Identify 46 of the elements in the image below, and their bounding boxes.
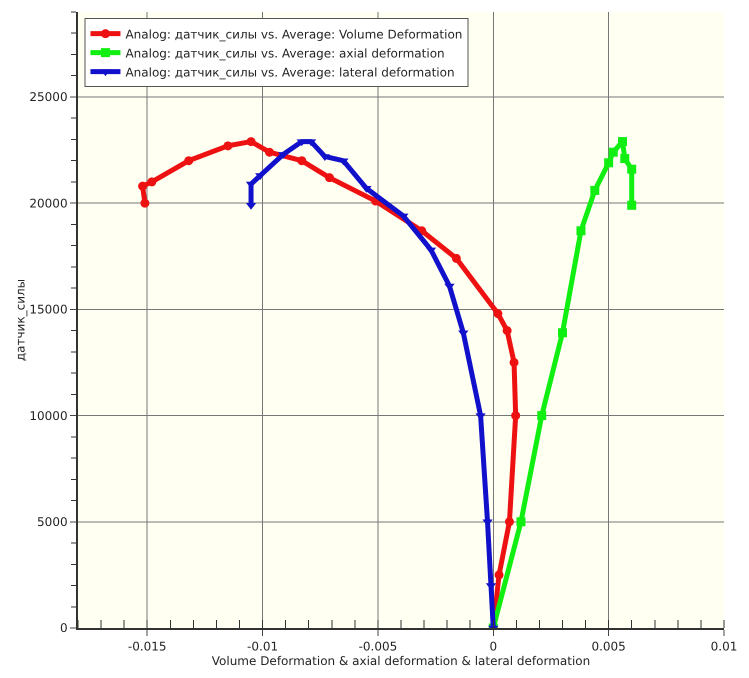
point (537, 411, 546, 420)
point (510, 358, 519, 367)
y-tick-label: 5000 (37, 514, 68, 529)
point (511, 411, 520, 420)
legend-label: Analog: датчик_силы vs. Average: Volume Deformation (125, 27, 462, 42)
point (184, 156, 194, 166)
x-tick-label: 0 (489, 639, 498, 654)
point (494, 570, 504, 580)
point (264, 148, 274, 157)
point (608, 148, 618, 157)
point (223, 141, 232, 150)
point (618, 137, 627, 146)
x-tick-label: -0.005 (358, 639, 398, 654)
point (297, 156, 306, 166)
point (296, 139, 307, 146)
x-axis-title: Volume Deformation & axial deformation & lateral deformation (212, 654, 590, 668)
y-axis-title: датчик_силы (13, 278, 28, 362)
point (604, 158, 614, 168)
x-tick-label: 0.005 (591, 639, 626, 654)
x-tick-label: -0.015 (128, 639, 167, 654)
point (627, 200, 636, 210)
point (452, 254, 461, 263)
y-tick-label: 10000 (29, 408, 68, 423)
legend-label: Analog: датчик_силы vs. Average: lateral deformation (125, 65, 455, 80)
point (558, 328, 567, 338)
point (627, 164, 636, 174)
legend-label: Analog: датчик_силы vs. Average: axial deformation (125, 46, 445, 60)
point (324, 173, 334, 182)
point (138, 182, 148, 191)
x-tick-label: 0.01 (710, 639, 738, 654)
point (504, 517, 514, 526)
y-tick-label: 20000 (29, 196, 68, 210)
point (590, 186, 600, 195)
point (516, 517, 526, 526)
point (140, 198, 150, 208)
point (246, 137, 256, 146)
y-tick-label: 0 (60, 621, 68, 636)
x-tick-label: -0.01 (247, 639, 278, 654)
point (493, 309, 502, 318)
y-tick-label: 25000 (29, 90, 68, 104)
point (255, 173, 266, 180)
y-tick-label: 15000 (29, 302, 68, 317)
point (502, 326, 512, 336)
point (620, 154, 630, 164)
point (147, 177, 156, 186)
point (576, 226, 586, 236)
